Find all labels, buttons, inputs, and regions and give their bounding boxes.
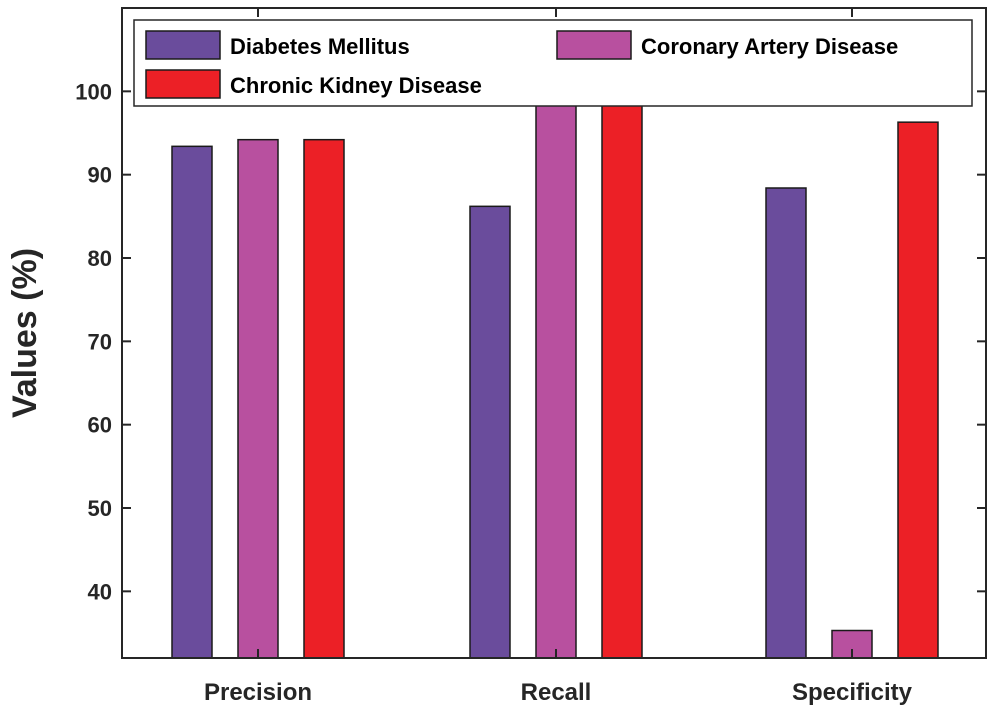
bar-chronic-kidney-disease-specificity bbox=[897, 121, 939, 659]
y-tick-label: 80 bbox=[88, 246, 112, 271]
bar-coronary-artery-disease-precision bbox=[237, 138, 279, 659]
bar-coronary-artery-disease-recall bbox=[535, 98, 577, 659]
bar-chronic-kidney-disease-recall bbox=[601, 101, 643, 659]
axes-box bbox=[121, 7, 987, 659]
legend: Diabetes Mellitus Coronary Artery Disease… bbox=[133, 19, 973, 107]
legend-box bbox=[133, 19, 973, 107]
legend-swatch-diabetes-mellitus bbox=[145, 30, 221, 60]
x-axis: Precision Recall Specificity bbox=[204, 8, 913, 706]
y-axis: 40 50 60 70 80 90 100 bbox=[75, 79, 986, 604]
bars-layer bbox=[171, 98, 939, 659]
y-tick-label: 50 bbox=[88, 496, 112, 521]
y-tick-label: 70 bbox=[88, 329, 112, 354]
legend-swatch-coronary-artery-disease bbox=[556, 30, 632, 60]
bar-diabetes-mellitus-recall bbox=[469, 205, 511, 659]
bar-diabetes-mellitus-specificity bbox=[765, 187, 807, 659]
bar-diabetes-mellitus-precision bbox=[171, 145, 213, 659]
legend-swatch-chronic-kidney-disease bbox=[145, 69, 221, 99]
x-tick-label-precision: Precision bbox=[204, 679, 312, 706]
y-tick-label: 40 bbox=[88, 579, 112, 604]
y-tick-label: 90 bbox=[88, 163, 112, 188]
legend-label-diabetes-mellitus: Diabetes Mellitus bbox=[230, 34, 410, 59]
y-axis-label: Values (%) bbox=[6, 248, 44, 418]
y-tick-label: 100 bbox=[75, 79, 112, 104]
x-tick-label-specificity: Specificity bbox=[792, 679, 913, 706]
bar-chronic-kidney-disease-precision bbox=[303, 138, 345, 659]
legend-label-chronic-kidney-disease: Chronic Kidney Disease bbox=[230, 73, 482, 98]
x-tick-label-recall: Recall bbox=[521, 679, 592, 706]
y-tick-label: 60 bbox=[88, 413, 112, 438]
legend-label-coronary-artery-disease: Coronary Artery Disease bbox=[641, 34, 898, 59]
